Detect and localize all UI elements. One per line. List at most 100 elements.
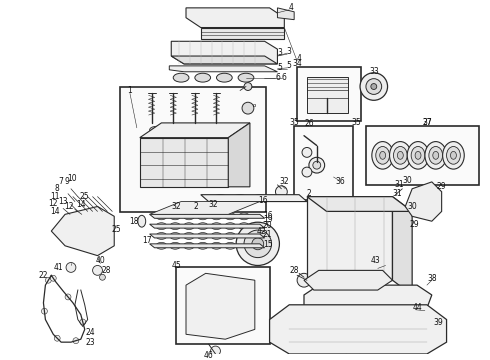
- Text: 30: 30: [407, 202, 417, 211]
- Text: 5: 5: [287, 61, 292, 70]
- Ellipse shape: [149, 126, 163, 133]
- Circle shape: [231, 141, 239, 149]
- Circle shape: [302, 167, 312, 177]
- Text: 33: 33: [369, 67, 379, 76]
- Polygon shape: [201, 195, 307, 202]
- Text: 18: 18: [129, 217, 139, 226]
- Text: 29: 29: [409, 220, 419, 229]
- Polygon shape: [405, 182, 441, 221]
- Text: 9: 9: [65, 177, 70, 186]
- Ellipse shape: [411, 147, 425, 164]
- Text: 28: 28: [290, 266, 299, 275]
- Ellipse shape: [253, 195, 267, 201]
- Ellipse shape: [217, 73, 232, 82]
- Text: 42: 42: [257, 226, 267, 235]
- Text: 30: 30: [402, 176, 412, 185]
- Circle shape: [192, 172, 198, 178]
- Circle shape: [66, 262, 76, 273]
- Text: 36: 36: [336, 177, 345, 186]
- Circle shape: [309, 157, 325, 173]
- Circle shape: [67, 215, 98, 247]
- Text: 15: 15: [263, 240, 272, 249]
- Text: 24: 24: [86, 328, 96, 337]
- Polygon shape: [140, 138, 228, 187]
- Ellipse shape: [450, 152, 456, 159]
- Circle shape: [226, 296, 244, 314]
- Text: 16: 16: [263, 211, 272, 220]
- Circle shape: [327, 229, 370, 273]
- Circle shape: [252, 238, 264, 250]
- Text: 43: 43: [371, 256, 381, 265]
- Ellipse shape: [319, 293, 338, 327]
- Circle shape: [148, 172, 154, 178]
- Text: 22: 22: [39, 271, 48, 280]
- Ellipse shape: [197, 213, 208, 220]
- Circle shape: [244, 82, 252, 90]
- Text: 37: 37: [422, 118, 432, 127]
- Circle shape: [80, 319, 86, 325]
- Text: 31: 31: [394, 180, 404, 189]
- Polygon shape: [307, 197, 412, 211]
- Circle shape: [366, 78, 382, 94]
- Text: 32: 32: [279, 177, 289, 186]
- Ellipse shape: [211, 223, 222, 230]
- Ellipse shape: [372, 141, 393, 169]
- Ellipse shape: [225, 242, 236, 249]
- Text: 25: 25: [111, 225, 121, 234]
- Ellipse shape: [367, 199, 389, 207]
- Circle shape: [323, 304, 335, 316]
- Ellipse shape: [239, 242, 249, 249]
- Ellipse shape: [215, 126, 228, 133]
- Circle shape: [50, 275, 56, 281]
- Ellipse shape: [376, 147, 390, 164]
- Polygon shape: [169, 66, 277, 72]
- Text: 12: 12: [64, 202, 74, 211]
- Ellipse shape: [390, 141, 411, 169]
- Polygon shape: [149, 224, 265, 228]
- Circle shape: [244, 230, 271, 258]
- Ellipse shape: [393, 293, 411, 327]
- Text: 3: 3: [277, 48, 282, 57]
- Ellipse shape: [238, 73, 254, 82]
- Ellipse shape: [225, 233, 236, 239]
- Circle shape: [146, 169, 157, 181]
- Text: 35: 35: [351, 118, 361, 127]
- Text: 44: 44: [412, 303, 422, 312]
- Bar: [294, 126, 353, 199]
- Circle shape: [99, 274, 105, 280]
- Bar: [120, 86, 266, 212]
- Circle shape: [211, 169, 222, 181]
- Circle shape: [371, 84, 377, 90]
- Text: 4: 4: [296, 54, 301, 63]
- Text: o: o: [253, 103, 257, 108]
- Ellipse shape: [369, 293, 387, 327]
- Text: 14: 14: [50, 207, 60, 216]
- Text: 32: 32: [172, 202, 181, 211]
- Circle shape: [335, 237, 362, 265]
- Ellipse shape: [239, 223, 249, 230]
- Polygon shape: [186, 273, 255, 339]
- Text: 25: 25: [80, 192, 90, 201]
- Ellipse shape: [397, 152, 403, 159]
- Polygon shape: [149, 214, 265, 218]
- Text: 8: 8: [55, 184, 60, 193]
- Text: 45: 45: [172, 261, 181, 270]
- Ellipse shape: [156, 213, 167, 220]
- Polygon shape: [186, 8, 284, 27]
- Ellipse shape: [239, 233, 249, 239]
- Polygon shape: [149, 244, 265, 248]
- Text: 21: 21: [263, 230, 272, 239]
- Ellipse shape: [170, 223, 181, 230]
- Text: 3: 3: [287, 47, 292, 56]
- Polygon shape: [172, 41, 277, 64]
- Text: 7: 7: [59, 177, 64, 186]
- Circle shape: [46, 277, 51, 283]
- Ellipse shape: [172, 126, 185, 133]
- Text: 17: 17: [142, 237, 151, 246]
- Circle shape: [372, 304, 384, 316]
- Text: 1: 1: [127, 86, 132, 95]
- Text: 27: 27: [422, 118, 432, 127]
- Ellipse shape: [225, 223, 236, 230]
- Circle shape: [346, 347, 360, 360]
- Ellipse shape: [425, 141, 446, 169]
